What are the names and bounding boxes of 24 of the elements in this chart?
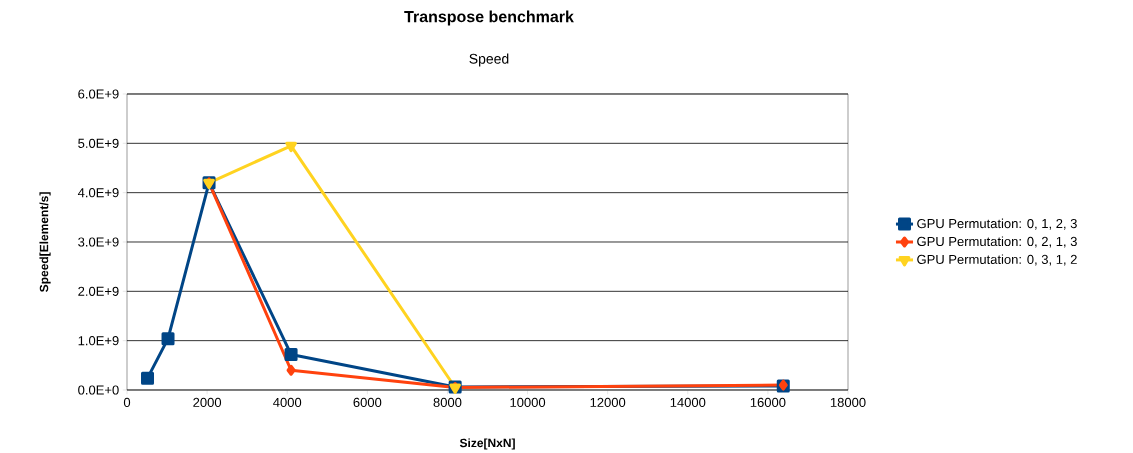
legend-label: GPU Permutation: 0, 1, 2, 3 bbox=[917, 218, 1077, 230]
chart-subtitle: Speed bbox=[469, 53, 509, 67]
x-tick-label: 8000 bbox=[433, 397, 462, 408]
legend-label: GPU Permutation: 0, 2, 1, 3 bbox=[917, 236, 1077, 248]
y-tick-label: 6.0E+9 bbox=[78, 89, 119, 99]
x-tick-label: 14000 bbox=[670, 397, 706, 408]
x-tick-label: 4000 bbox=[273, 397, 302, 408]
x-axis-title: Size[NxN] bbox=[459, 438, 515, 450]
x-tick-label: 10000 bbox=[510, 397, 546, 408]
x-tick-label: 6000 bbox=[353, 397, 382, 408]
y-tick-label: 0.0E+0 bbox=[78, 385, 119, 395]
x-tick-label: 0 bbox=[123, 397, 131, 408]
x-tick-label: 18000 bbox=[830, 397, 866, 408]
x-tick-label: 12000 bbox=[590, 397, 626, 408]
y-tick-label: 2.0E+9 bbox=[78, 286, 119, 296]
y-tick-label: 5.0E+9 bbox=[78, 138, 119, 148]
y-axis-title: Speed[Element/s] bbox=[39, 192, 51, 293]
y-tick-label: 4.0E+9 bbox=[77, 188, 119, 198]
chart-title: Transpose benchmark bbox=[404, 10, 574, 26]
legend-label: GPU Permutation: 0, 3, 1, 2 bbox=[917, 254, 1077, 266]
x-tick-label: 16000 bbox=[750, 397, 786, 408]
x-tick-label: 2000 bbox=[193, 397, 222, 408]
y-tick-label: 3.0E+9 bbox=[78, 237, 119, 247]
y-tick-label: 1.0E+9 bbox=[78, 336, 119, 346]
